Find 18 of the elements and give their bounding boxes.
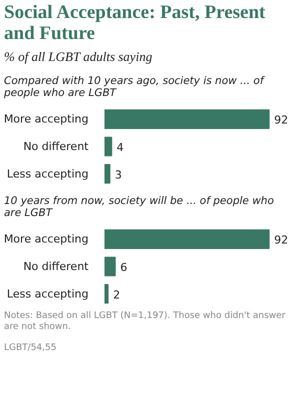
y-tick-label: Less accepting bbox=[6, 287, 89, 300]
data-label: 92 bbox=[274, 114, 288, 127]
text: % of all LGBT adults saying bbox=[4, 48, 152, 66]
y-tick-label: More accepting bbox=[4, 112, 89, 126]
data-label: 92 bbox=[274, 234, 288, 247]
chart-title: Compared with 10 years ago, society is now ... of people who are LGBT bbox=[4, 74, 266, 99]
data-label: 2 bbox=[113, 288, 120, 302]
chart-title: 10 years from now, society will be ... of people who are LGBT bbox=[4, 194, 275, 219]
data-label: 3 bbox=[114, 168, 122, 182]
text: LGBT/54,55 bbox=[4, 343, 56, 354]
data-label: 6 bbox=[120, 260, 128, 274]
data-label: 4 bbox=[116, 140, 124, 154]
y-tick-label: More accepting bbox=[4, 232, 89, 246]
y-tick-label: No different bbox=[23, 140, 90, 153]
text: Social Acceptance: Past, Present and Future bbox=[4, 2, 266, 44]
text: Notes: Based on all LGBT (N=1,197). Those who didn't answer are not shown. bbox=[4, 310, 286, 333]
y-tick-label: No different bbox=[23, 260, 90, 273]
y-tick-label: Less accepting bbox=[6, 167, 89, 180]
